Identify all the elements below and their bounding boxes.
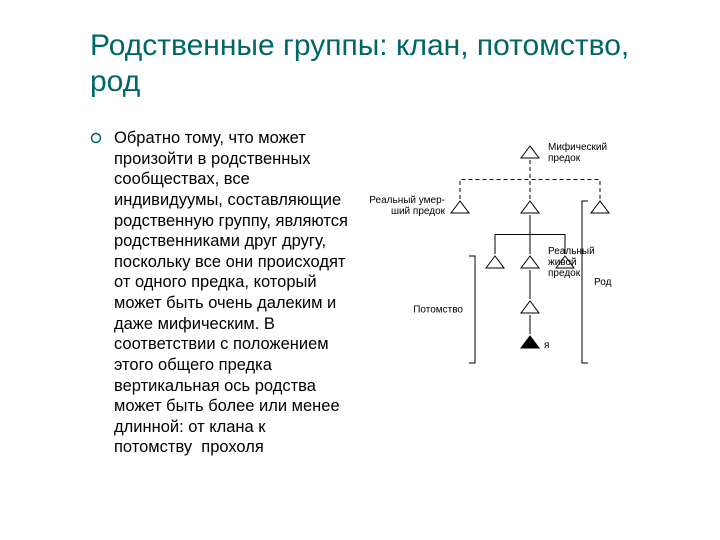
svg-text:Род: Род xyxy=(594,277,612,288)
svg-text:Реальный умер-ший предок: Реальный умер-ший предок xyxy=(369,195,445,217)
svg-text:я: я xyxy=(544,340,549,351)
kinship-diagram: Мифическийпредок Реальный умер-ший предок… xyxy=(350,128,660,388)
body: Обратно тому, что может произойти в родс… xyxy=(90,128,660,458)
svg-text:Потомство: Потомство xyxy=(413,305,463,316)
page-title: Родственные группы: клан, потомство, род xyxy=(90,28,660,100)
svg-text:Мифическийпредок: Мифическийпредок xyxy=(548,141,607,164)
bullet-item: Обратно тому, что может произойти в родс… xyxy=(90,128,350,458)
slide: Родственные группы: клан, потомство, род… xyxy=(0,0,720,540)
bullet-column: Обратно тому, что может произойти в родс… xyxy=(90,128,350,458)
bullet-text: Обратно тому, что может произойти в родс… xyxy=(114,128,350,458)
svg-text:Реальныйживойпредок: Реальныйживойпредок xyxy=(548,246,595,279)
bullet-marker-icon xyxy=(90,128,114,458)
